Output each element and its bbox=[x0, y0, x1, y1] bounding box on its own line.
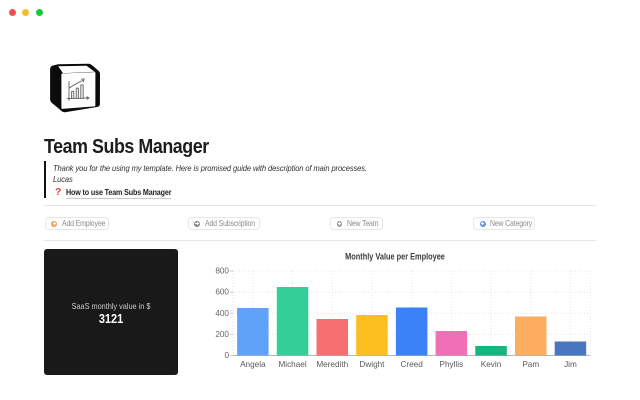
svg-text:600: 600 bbox=[215, 288, 229, 297]
svg-text:400: 400 bbox=[215, 309, 229, 318]
svg-text:Creed: Creed bbox=[400, 360, 423, 369]
svg-text:Dwight: Dwight bbox=[359, 360, 385, 369]
svg-text:Kevin: Kevin bbox=[481, 360, 502, 369]
svg-text:Meredith: Meredith bbox=[316, 360, 348, 369]
svg-text:Angela: Angela bbox=[240, 360, 266, 369]
svg-text:0: 0 bbox=[224, 351, 229, 360]
svg-text:Michael: Michael bbox=[278, 360, 306, 369]
svg-text:Pam: Pam bbox=[522, 360, 539, 369]
svg-text:Phyllis: Phyllis bbox=[440, 360, 464, 369]
svg-text:200: 200 bbox=[215, 330, 229, 339]
svg-text:Jim: Jim bbox=[564, 360, 577, 369]
svg-text:800: 800 bbox=[215, 267, 229, 276]
svg-text:Monthly Value per Employee: Monthly Value per Employee bbox=[345, 251, 445, 262]
